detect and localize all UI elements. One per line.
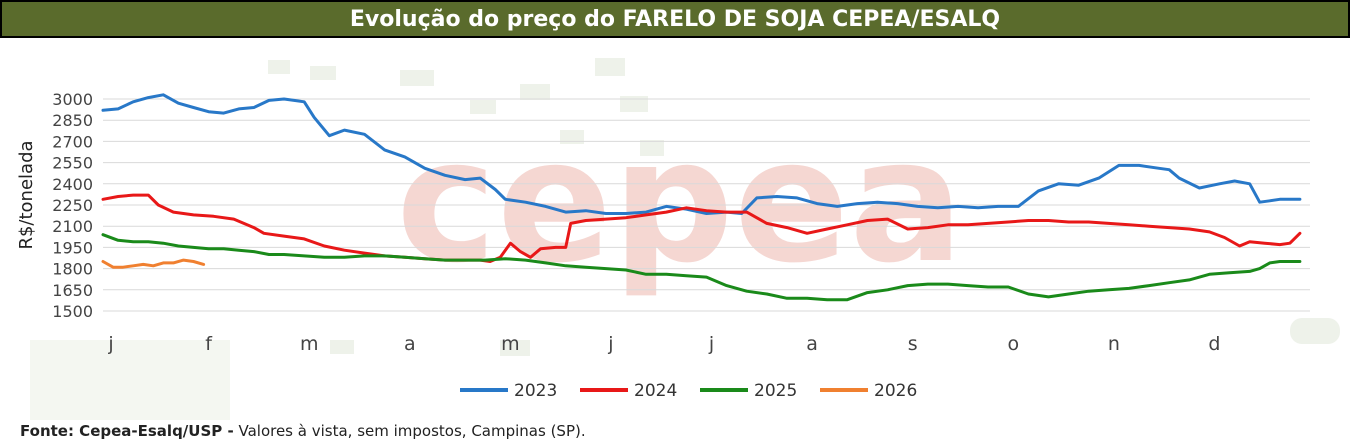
x-tick-label: m [501, 333, 520, 355]
source-label: Fonte: Cepea-Esalq/USP - [20, 422, 234, 440]
source-note: Fonte: Cepea-Esalq/USP - Valores à vista… [20, 422, 586, 440]
y-tick-label: 2850 [52, 111, 93, 130]
chart-legend: 2023 2024 2025 2026 [460, 381, 917, 401]
y-tick-label: 2250 [52, 196, 93, 215]
y-tick-label: 1950 [52, 238, 93, 257]
chart-gridlines [103, 98, 1310, 312]
legend-label-2025: 2025 [754, 381, 797, 401]
y-tick-label: 1800 [52, 260, 93, 279]
x-tick-label: m [300, 333, 319, 355]
x-tick-label: s [908, 333, 918, 355]
x-tick-label: a [806, 333, 818, 355]
chart-title: Evolução do preço do FARELO DE SOJA CEPE… [349, 6, 1001, 32]
source-text: Valores à vista, sem impostos, Campinas … [233, 422, 586, 440]
y-tick-label: 3000 [52, 90, 93, 109]
y-tick-label: 2550 [52, 154, 93, 173]
x-tick-label: d [1208, 333, 1220, 355]
y-tick-label: 2400 [52, 175, 93, 194]
x-tick-label: j [708, 333, 714, 355]
y-tick-label: 2700 [52, 132, 93, 151]
x-tick-label: j [107, 333, 113, 355]
y-tick-label: 1650 [52, 281, 93, 300]
price-line-chart: cepea 1500165018001950210022502400255027… [16, 58, 1340, 420]
y-tick-label: 1500 [52, 302, 93, 321]
legend-label-2023: 2023 [514, 381, 557, 401]
series-line-2026 [101, 258, 206, 269]
legend-label-2024: 2024 [634, 381, 677, 401]
x-tick-label: a [404, 333, 416, 355]
y-axis-ticks: 1500 1650 1800 1950 2100 2250 2400 2550 2700 2850… [52, 90, 93, 321]
legend-label-2026: 2026 [874, 381, 917, 401]
background-decoration [30, 58, 1340, 420]
chart-title-bar: Evolução do preço do FARELO DE SOJA CEPE… [0, 0, 1350, 38]
y-axis-label: R$/tonelada [16, 140, 37, 249]
series-line-2024 [101, 193, 1302, 263]
x-tick-label: n [1108, 333, 1120, 355]
series-line-2023 [101, 93, 1302, 215]
x-tick-label: j [607, 333, 613, 355]
series-line-2025 [101, 233, 1302, 302]
series-lines [101, 93, 1302, 302]
x-tick-label: f [205, 333, 213, 355]
y-tick-label: 2100 [52, 217, 93, 236]
x-tick-label: o [1007, 333, 1019, 355]
